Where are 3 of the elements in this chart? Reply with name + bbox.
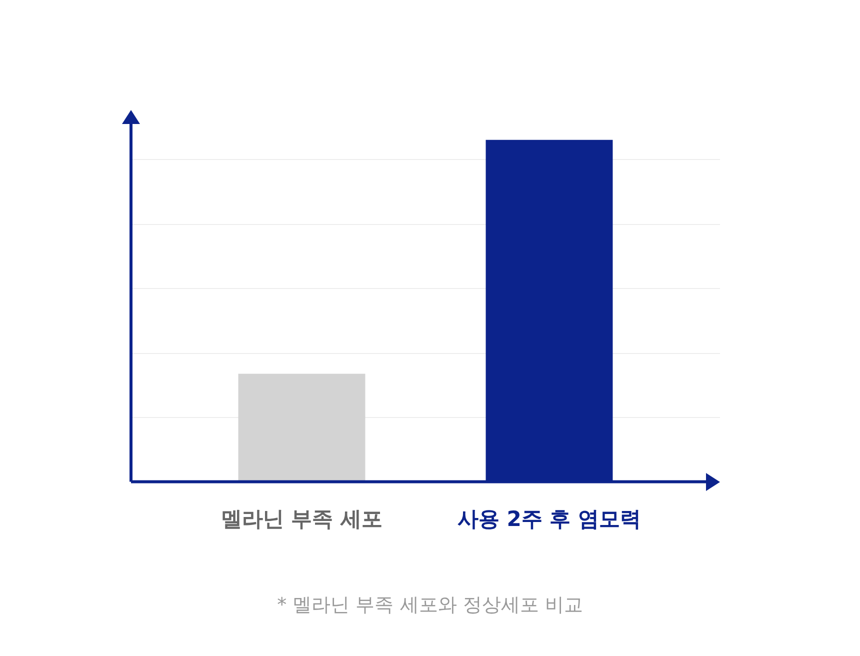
x-tick-label: 사용 2주 후 염모력 [457, 506, 642, 531]
x-tick-label: 멜라닌 부족 세포 [220, 506, 383, 531]
text: * 멜라닌 부족 세포와 정상세포 비교 [276, 593, 584, 618]
